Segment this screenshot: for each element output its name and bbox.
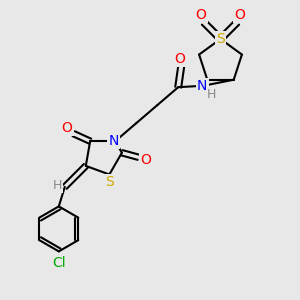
Text: S: S bbox=[105, 175, 114, 189]
Text: S: S bbox=[216, 32, 225, 46]
Text: Cl: Cl bbox=[52, 256, 66, 270]
Text: O: O bbox=[174, 52, 185, 66]
Text: H: H bbox=[52, 179, 62, 192]
Text: O: O bbox=[235, 8, 245, 22]
Text: O: O bbox=[140, 153, 151, 167]
Text: H: H bbox=[206, 88, 216, 101]
Text: N: N bbox=[197, 79, 207, 93]
Text: O: O bbox=[61, 121, 73, 135]
Text: N: N bbox=[109, 134, 119, 148]
Text: O: O bbox=[196, 8, 206, 22]
